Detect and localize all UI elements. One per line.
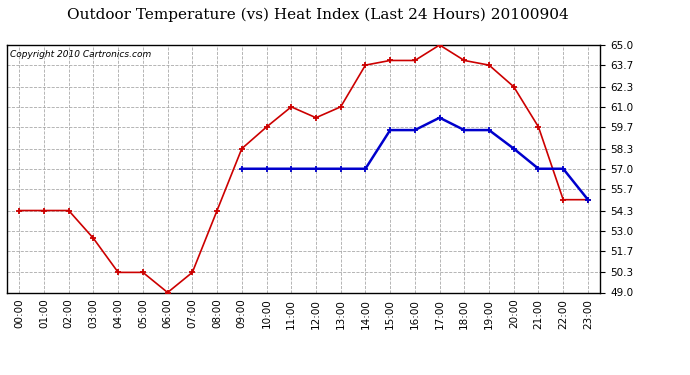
Text: Outdoor Temperature (vs) Heat Index (Last 24 Hours) 20100904: Outdoor Temperature (vs) Heat Index (Las… bbox=[66, 8, 569, 22]
Text: Copyright 2010 Cartronics.com: Copyright 2010 Cartronics.com bbox=[10, 50, 151, 59]
